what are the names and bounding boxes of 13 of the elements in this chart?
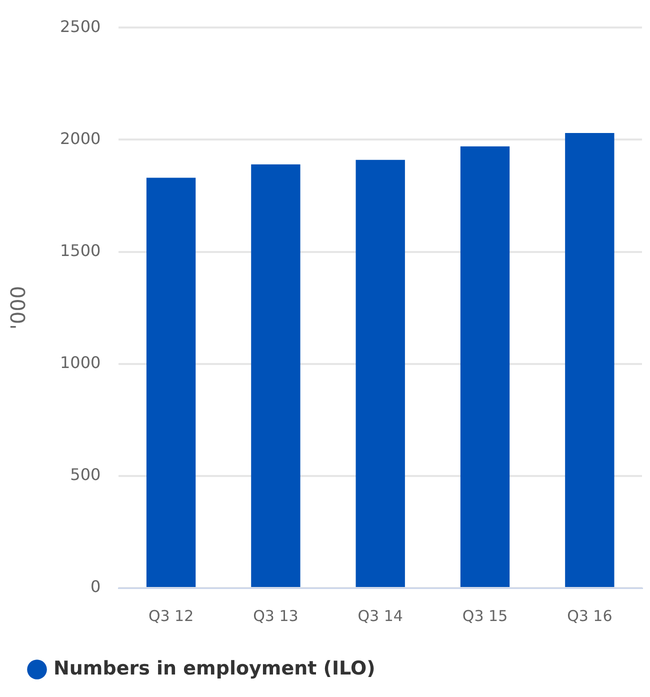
x-tick-label: Q3 16 [567,606,612,625]
x-tick-label: Q3 12 [148,606,194,625]
y-tick-label: 1000 [60,352,101,372]
y-tick-label: 0 [90,577,101,596]
y-tick-label: 1500 [60,240,101,260]
y-tick-label: 2500 [60,16,101,36]
x-tick-label: Q3 14 [358,606,403,625]
y-tick-label: 500 [70,465,101,484]
y-tick-label: 2000 [60,128,101,148]
x-tick-label: Q3 13 [253,606,298,625]
legend-label: Numbers in employment (ILO) [54,657,376,680]
x-tick-label: Q3 15 [462,606,508,625]
y-axis-title: '000 [6,286,30,330]
